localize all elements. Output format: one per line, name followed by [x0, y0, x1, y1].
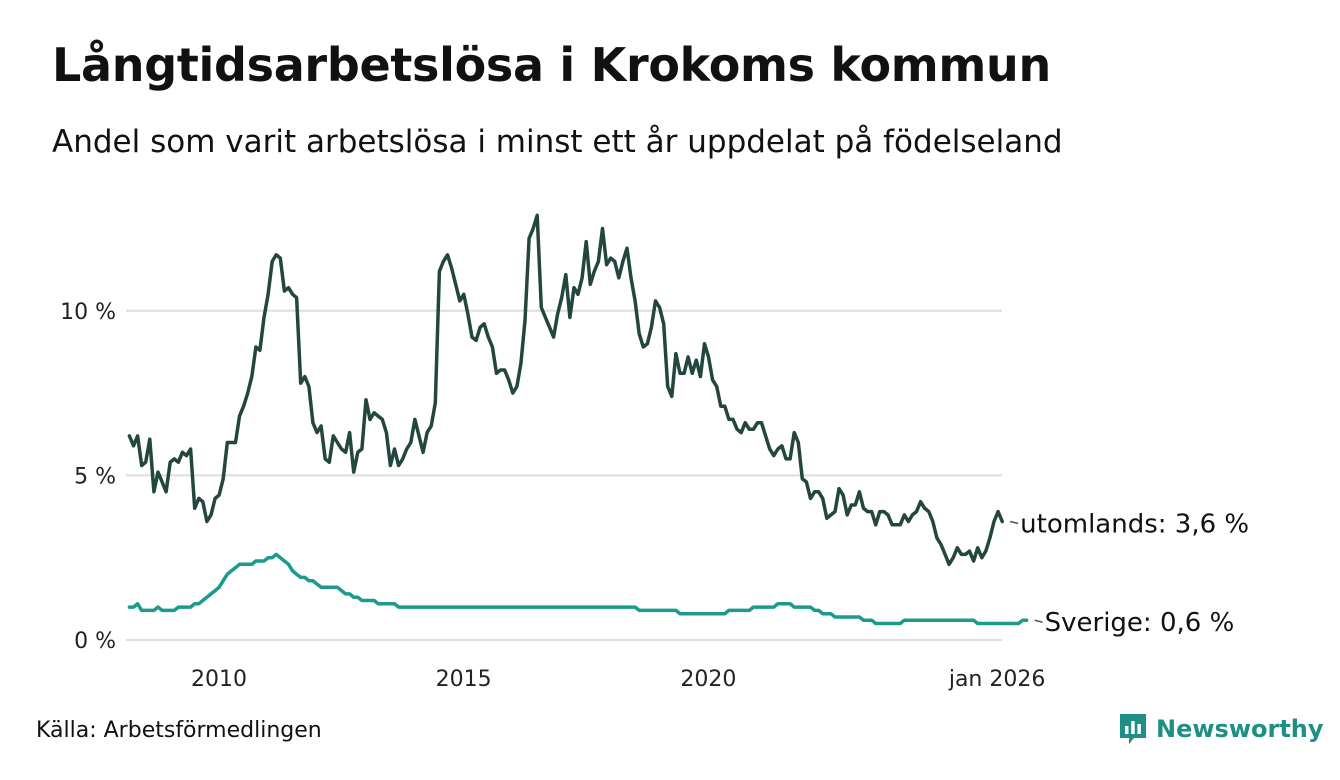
end-label-leader [1009, 520, 1019, 525]
series-end-labels: utomlands: 3,6 % Sverige: 0,6 % [1009, 509, 1249, 638]
brand-name: Newsworthy [1156, 715, 1324, 743]
x-axis: 2010 2015 2020 jan 2026 [191, 667, 1045, 692]
chart-title: Långtidsarbetslösa i Krokoms kommun [52, 38, 1051, 92]
y-tick-label: 10 % [60, 300, 116, 325]
gridlines [126, 309, 1002, 641]
x-tick-label: 2010 [191, 667, 247, 692]
x-tick-label: 2015 [436, 667, 492, 692]
series-lines [127, 213, 1029, 626]
newsworthy-logo-icon [1120, 714, 1146, 744]
chart-subtitle: Andel som varit arbetslösa i minst ett å… [52, 124, 1063, 160]
y-tick-label: 0 % [74, 629, 116, 654]
y-tick-label: 5 % [74, 464, 116, 489]
end-label-sverige: Sverige: 0,6 % [1045, 608, 1235, 638]
source-note: Källa: Arbetsförmedlingen [36, 718, 322, 743]
series-line-utomlands [127, 213, 1004, 567]
end-label-utomlands: utomlands: 3,6 % [1020, 509, 1249, 539]
y-axis: 0 % 5 % 10 % [60, 300, 116, 654]
brand-logo: Newsworthy [1118, 712, 1324, 746]
x-tick-label: 2020 [680, 667, 736, 692]
x-tick-label: jan 2026 [948, 667, 1046, 692]
end-label-leader [1034, 619, 1043, 623]
series-line-sverige [127, 552, 1029, 626]
